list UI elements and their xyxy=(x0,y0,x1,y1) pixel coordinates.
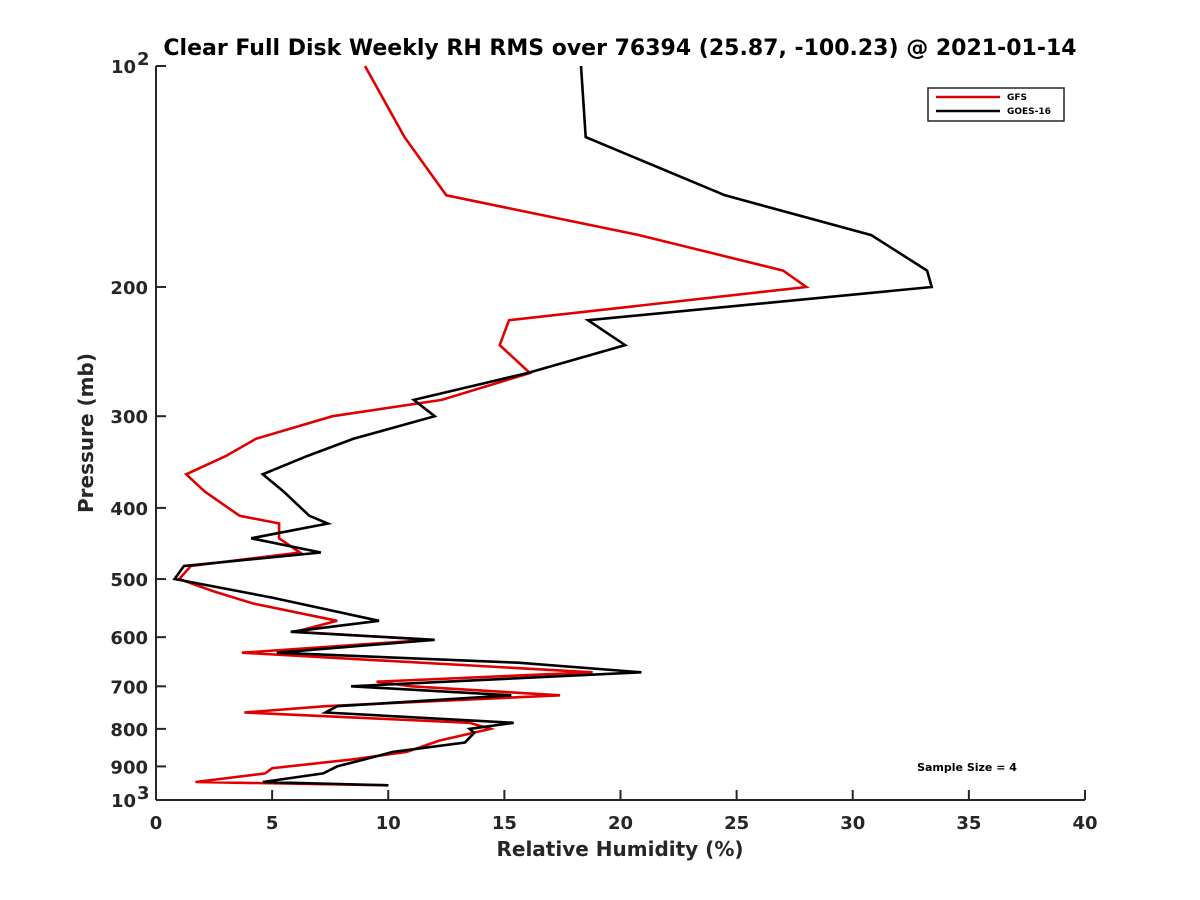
x-tick-label: 0 xyxy=(150,813,163,834)
chart-title: Clear Full Disk Weekly RH RMS over 76394… xyxy=(163,36,1076,61)
y-tick-label: 300 xyxy=(110,407,148,428)
x-tick-label: 30 xyxy=(840,813,865,834)
x-tick-label: 35 xyxy=(956,813,981,834)
series-line-goes-16 xyxy=(172,65,934,787)
plot-area xyxy=(156,66,1085,800)
y-tick-label: 400 xyxy=(110,499,148,520)
y-tick-label: 800 xyxy=(110,720,148,741)
y-tick-label: 10 xyxy=(111,791,136,812)
x-tick-label: 15 xyxy=(492,813,517,834)
series-line-gfs xyxy=(176,65,810,787)
x-tick-label: 5 xyxy=(266,813,279,834)
legend: GFS GOES-16 xyxy=(927,87,1065,122)
x-tick-label: 25 xyxy=(724,813,749,834)
legend-label: GOES-16 xyxy=(1007,107,1051,117)
y-tick-label: 700 xyxy=(110,677,148,698)
legend-label: GFS xyxy=(1007,93,1027,103)
y-tick-exponent: 3 xyxy=(137,783,150,804)
x-tick-label: 40 xyxy=(1072,813,1097,834)
y-tick-label: 500 xyxy=(110,570,148,591)
series-layer xyxy=(172,65,934,787)
y-tick-label: 10 xyxy=(111,57,136,78)
y-tick-label: 600 xyxy=(110,628,148,649)
y-tick-exponent: 2 xyxy=(137,49,150,70)
y-axis-label: Pressure (mb) xyxy=(74,353,98,513)
y-tick-label: 900 xyxy=(110,757,148,778)
x-tick-label: 20 xyxy=(608,813,633,834)
x-axis-label: Relative Humidity (%) xyxy=(496,837,743,861)
x-tick-label: 10 xyxy=(376,813,401,834)
x-axis: 0 5 10 15 20 25 30 35 40 xyxy=(150,790,1098,834)
sample-size-annotation: Sample Size = 4 xyxy=(917,761,1017,774)
legend-box xyxy=(927,87,1065,122)
y-tick-label: 200 xyxy=(110,278,148,299)
